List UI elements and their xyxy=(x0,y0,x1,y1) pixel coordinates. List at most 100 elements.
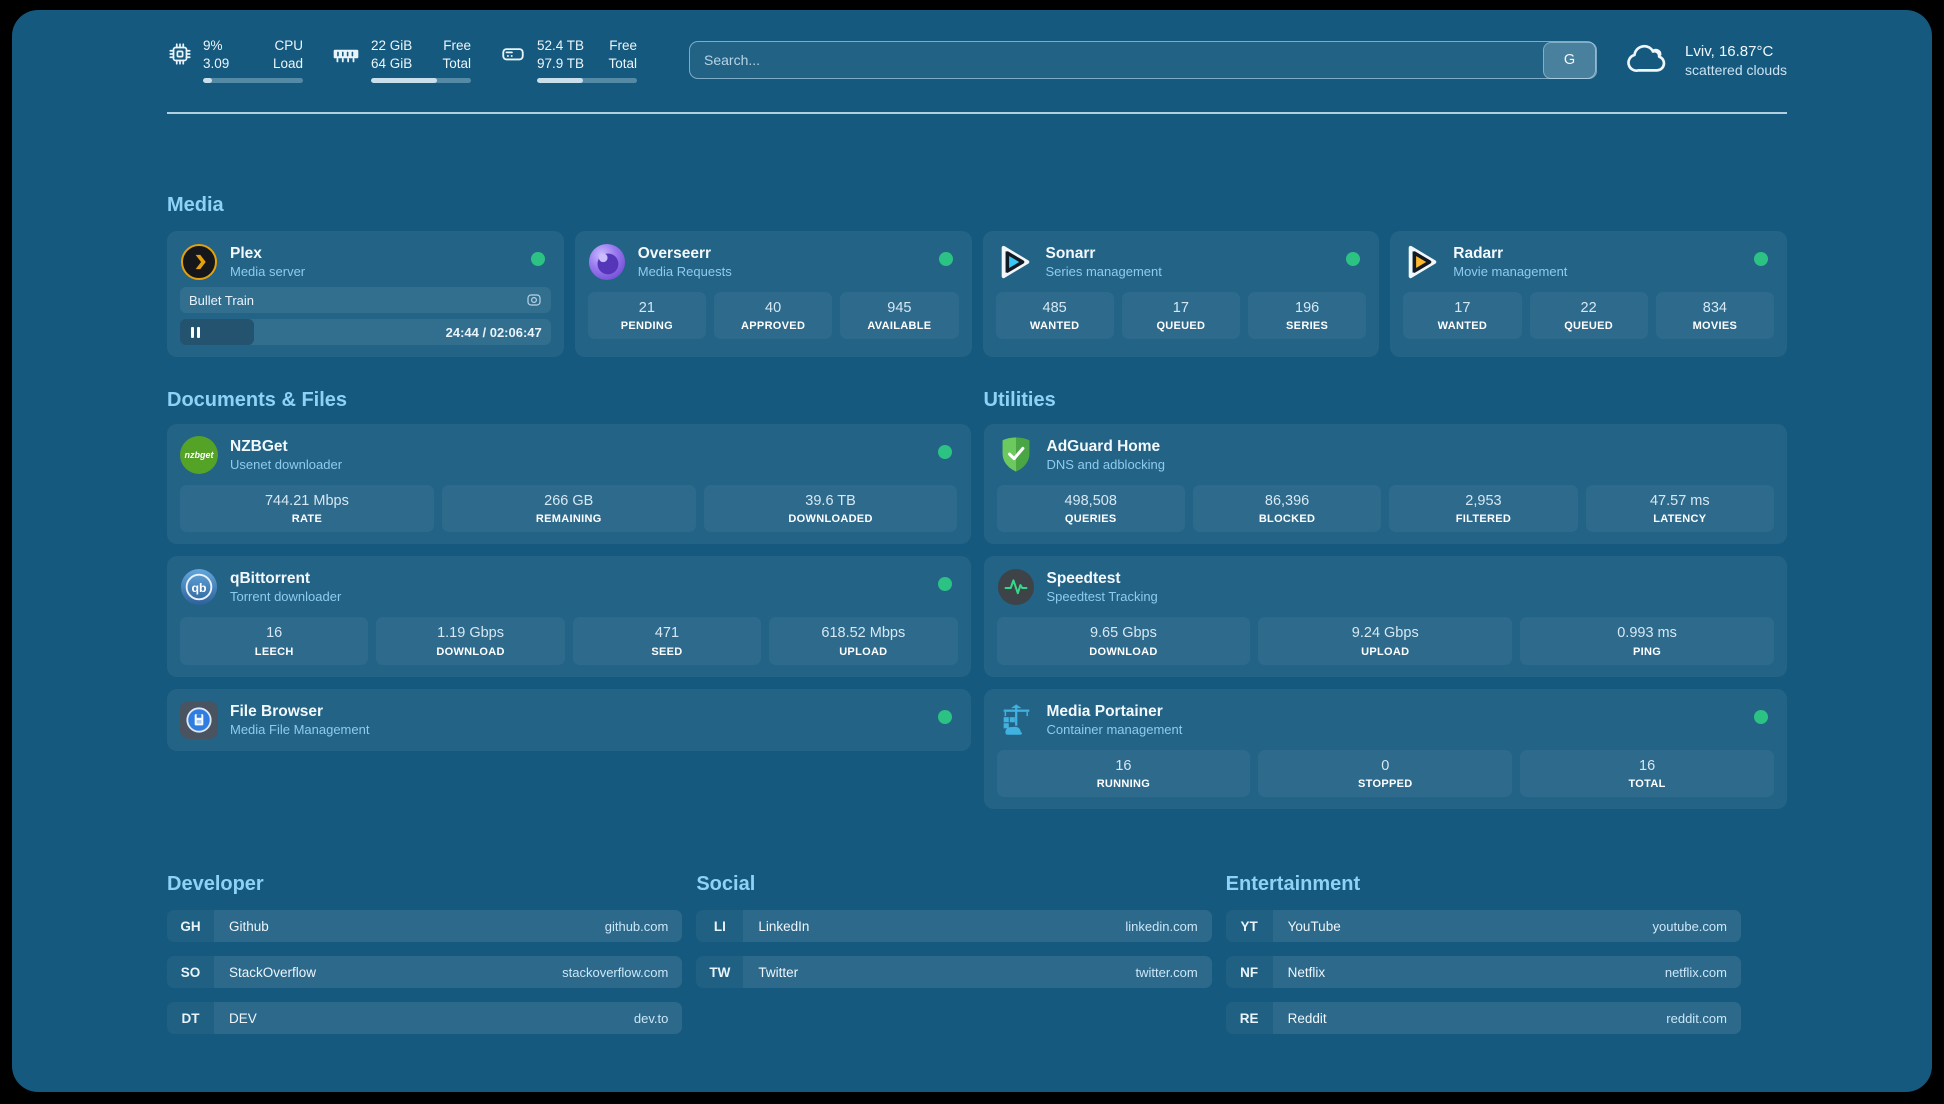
status-dot xyxy=(937,445,952,459)
cpu-load-label: Load xyxy=(272,55,303,71)
card-title: Media Portainer xyxy=(1046,702,1163,720)
storage-stat: 52.4 TB 97.9 TB Free Total xyxy=(499,37,637,84)
nzbget-card[interactable]: nzbget NZBGet Usenet downloader 744.21 M… xyxy=(167,424,971,545)
stat-series: 196 SERIES xyxy=(1248,292,1367,340)
status-dot xyxy=(938,252,953,266)
section-title-documents: Documents & Files xyxy=(167,389,348,411)
stat-movies: 834 MOVIES xyxy=(1655,292,1774,340)
bookmark-name: YouTube xyxy=(1287,918,1341,934)
bookmark-url: linkedin.com xyxy=(1125,918,1198,934)
status-dot xyxy=(937,709,952,724)
stat-wanted: 485 WANTED xyxy=(995,292,1114,340)
plex-card[interactable]: Plex Media server Bullet Train xyxy=(167,231,564,357)
card-subtitle: Series management xyxy=(1045,263,1162,279)
cpu-percent: 9% xyxy=(203,37,223,53)
search-bar: G xyxy=(689,41,1597,79)
bookmark-name: LinkedIn xyxy=(758,918,810,934)
ram-icon xyxy=(331,41,361,83)
section-title-media: Media xyxy=(167,194,224,216)
overseerr-card[interactable]: Overseerr Media Requests 21 PENDING 40 A… xyxy=(574,231,972,357)
radarr-icon xyxy=(1403,243,1441,281)
bookmark-url: github.com xyxy=(604,918,669,934)
bookmark-youtube[interactable]: YT YouTube youtube.com xyxy=(1225,910,1741,943)
bookmark-name: Netflix xyxy=(1287,964,1326,980)
stat-download: 1.19 Gbps DOWNLOAD xyxy=(376,617,565,665)
top-bar: 9% 3.09 CPU Load xyxy=(167,30,1787,90)
bookmark-url: youtube.com xyxy=(1652,918,1727,934)
now-playing-row: Bullet Train xyxy=(180,287,551,313)
svg-text:qb: qb xyxy=(191,581,207,595)
speedtest-icon xyxy=(997,568,1035,606)
bookmark-abbr: DT xyxy=(167,1002,214,1035)
bookmark-dev[interactable]: DT DEV dev.to xyxy=(167,1002,683,1035)
card-title: NZBGet xyxy=(230,437,288,455)
bookmark-stackoverflow[interactable]: SO StackOverflow stackoverflow.com xyxy=(167,956,683,989)
card-subtitle: Usenet downloader xyxy=(230,456,343,472)
card-subtitle: Media server xyxy=(230,263,306,279)
search-input[interactable] xyxy=(690,52,1543,68)
stat-queued: 22 QUEUED xyxy=(1529,292,1648,340)
status-dot xyxy=(1754,252,1768,266)
stat-wanted: 17 WANTED xyxy=(1403,292,1522,340)
storage-usage-bar xyxy=(537,78,637,84)
bookmark-abbr: RE xyxy=(1225,1002,1273,1035)
cpu-usage-bar xyxy=(203,78,303,84)
pause-icon[interactable] xyxy=(189,323,202,342)
storage-free: 52.4 TB xyxy=(537,37,585,53)
bookmark-url: dev.to xyxy=(633,1010,669,1026)
stat-total: 16 TOTAL xyxy=(1520,749,1774,798)
bookmark-name: Github xyxy=(229,918,269,934)
chip-icon xyxy=(167,41,193,83)
filebrowser-card[interactable]: File Browser Media File Management xyxy=(167,688,971,751)
stat-download: 9.65 Gbps DOWNLOAD xyxy=(996,617,1251,665)
stat-upload: 9.24 Gbps UPLOAD xyxy=(1258,617,1513,665)
bookmark-abbr: TW xyxy=(696,956,744,989)
storage-usage-fill xyxy=(537,78,583,84)
portainer-card[interactable]: Media Portainer Container management 16 … xyxy=(983,688,1787,810)
stat-remaining: 266 GB REMAINING xyxy=(441,485,696,533)
section-title-utilities: Utilities xyxy=(983,389,1056,411)
weather-location-temp: Lviv, 16.87°C xyxy=(1685,42,1774,60)
header-divider xyxy=(167,112,1787,114)
storage-total-label: Total xyxy=(608,55,637,71)
card-subtitle: Speedtest Tracking xyxy=(1046,589,1158,605)
qbittorrent-card[interactable]: qb qBittorrent Torrent downloader 16 LEE… xyxy=(167,556,971,677)
storage-total: 97.9 TB xyxy=(537,55,585,71)
sonarr-icon xyxy=(996,243,1034,281)
bookmark-url: netflix.com xyxy=(1664,964,1727,980)
memory-free-label: Free xyxy=(443,37,471,53)
card-title: Overseerr xyxy=(637,244,712,262)
adguard-card[interactable]: AdGuard Home DNS and adblocking 498,508 … xyxy=(983,424,1787,545)
bookmark-linkedin[interactable]: LI LinkedIn linkedin.com xyxy=(696,910,1212,943)
stat-running: 16 RUNNING xyxy=(996,749,1251,798)
card-title: Plex xyxy=(230,244,262,262)
status-dot xyxy=(1754,709,1768,724)
dashboard-page: 9% 3.09 CPU Load xyxy=(12,10,1932,1092)
bookmark-twitter[interactable]: TW Twitter twitter.com xyxy=(696,956,1212,989)
card-title: AdGuard Home xyxy=(1046,437,1161,455)
bookmark-abbr: SO xyxy=(167,956,214,989)
now-playing-title: Bullet Train xyxy=(189,292,255,308)
search-engine-button[interactable]: G xyxy=(1542,41,1597,79)
portainer-icon xyxy=(997,701,1035,739)
weather-condition: scattered clouds xyxy=(1685,61,1787,78)
card-title: File Browser xyxy=(230,702,324,720)
storage-free-label: Free xyxy=(609,37,637,53)
memory-usage-fill xyxy=(371,78,437,84)
weather-widget: Lviv, 16.87°C scattered clouds xyxy=(1626,40,1787,81)
bookmark-name: DEV xyxy=(229,1010,257,1026)
status-dot xyxy=(937,577,952,592)
cloud-icon xyxy=(1626,40,1672,81)
memory-total: 64 GiB xyxy=(371,55,413,71)
radarr-card[interactable]: Radarr Movie management 17 WANTED 22 QUE… xyxy=(1390,231,1787,357)
system-stats: 9% 3.09 CPU Load xyxy=(167,37,637,84)
stat-blocked: 86,396 BLOCKED xyxy=(1192,485,1382,533)
sonarr-card[interactable]: Sonarr Series management 485 WANTED 17 Q… xyxy=(982,231,1380,357)
stat-available: 945 AVAILABLE xyxy=(840,292,959,340)
bookmark-netflix[interactable]: NF Netflix netflix.com xyxy=(1225,956,1741,989)
speedtest-card[interactable]: Speedtest Speedtest Tracking 9.65 Gbps D… xyxy=(983,556,1787,677)
bookmark-reddit[interactable]: RE Reddit reddit.com xyxy=(1225,1002,1741,1035)
card-subtitle: Movie management xyxy=(1453,263,1568,279)
bookmark-github[interactable]: GH Github github.com xyxy=(167,910,683,943)
card-subtitle: Torrent downloader xyxy=(230,589,342,605)
